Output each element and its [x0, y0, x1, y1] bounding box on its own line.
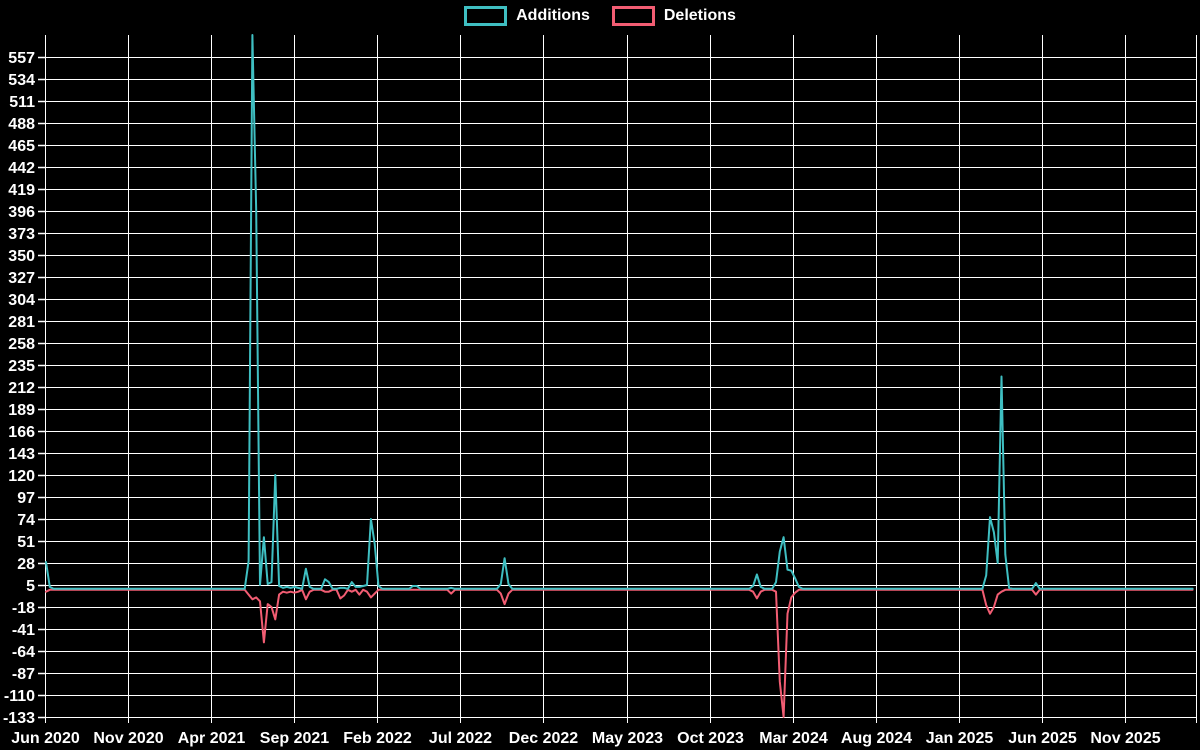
- y-tick-label: 327: [8, 270, 35, 287]
- y-tick-label: 350: [8, 248, 35, 265]
- y-tick-label: 419: [8, 182, 35, 199]
- x-tick-label: Jun 2025: [1008, 730, 1077, 747]
- y-tick-label: 304: [8, 292, 35, 309]
- x-tick-label: Jan 2025: [926, 730, 994, 747]
- additions-line: [45, 34, 1194, 590]
- y-tick-label: 143: [8, 446, 35, 463]
- legend-label-deletions: Deletions: [663, 7, 736, 24]
- y-tick-label: 557: [8, 50, 35, 67]
- y-tick-label: 74: [17, 512, 35, 529]
- x-tick-label: Sep 2021: [260, 730, 329, 747]
- x-tick-label: Nov 2025: [1090, 730, 1160, 747]
- deletions-swatch-icon: [611, 6, 655, 26]
- x-tick-label: Apr 2021: [178, 730, 246, 747]
- x-tick-label: Jun 2020: [11, 730, 80, 747]
- y-tick-label: 534: [8, 72, 35, 89]
- y-tick-label: 28: [17, 556, 35, 573]
- x-tick-label: Nov 2020: [93, 730, 163, 747]
- x-tick-label: Dec 2022: [509, 730, 578, 747]
- legend-label-additions: Additions: [516, 7, 590, 24]
- x-tick-label: Mar 2024: [759, 730, 828, 747]
- y-tick-label: 120: [8, 468, 35, 485]
- y-tick-label: -87: [12, 666, 35, 683]
- legend-item-additions[interactable]: Additions: [464, 6, 590, 26]
- x-tick-label: Oct 2023: [677, 730, 744, 747]
- y-tick-label: 373: [8, 226, 35, 243]
- chart-legend: Additions Deletions: [0, 6, 1200, 26]
- x-tick-label: Jul 2022: [429, 730, 492, 747]
- y-tick-label: 396: [8, 204, 35, 221]
- y-tick-label: 258: [8, 336, 35, 353]
- y-tick-label: 51: [17, 534, 35, 551]
- y-tick-label: 465: [8, 138, 35, 155]
- y-tick-label: -41: [12, 622, 35, 639]
- y-tick-label: 442: [8, 160, 35, 177]
- y-tick-label: 212: [8, 380, 35, 397]
- additions-swatch-icon: [464, 6, 508, 26]
- y-tick-label: 488: [8, 116, 35, 133]
- y-tick-label: -64: [12, 644, 35, 661]
- y-tick-label: 281: [8, 314, 35, 331]
- y-tick-label: -18: [12, 600, 35, 617]
- x-tick-label: May 2023: [592, 730, 663, 747]
- axis-labels: 5575345114884654424193963733503273042812…: [3, 50, 1161, 747]
- y-tick-label: 166: [8, 424, 35, 441]
- y-tick-label: 511: [9, 94, 35, 111]
- x-tick-label: Feb 2022: [343, 730, 412, 747]
- y-tick-label: 97: [17, 490, 35, 507]
- axis-ticks: [38, 56, 45, 719]
- legend-item-deletions[interactable]: Deletions: [611, 6, 736, 26]
- x-tick-label: Aug 2024: [841, 730, 912, 747]
- y-tick-label: 5: [26, 578, 35, 595]
- y-tick-label: 189: [8, 402, 35, 419]
- y-tick-label: -110: [4, 688, 35, 705]
- y-tick-label: -133: [3, 710, 35, 727]
- y-tick-label: 235: [8, 358, 35, 375]
